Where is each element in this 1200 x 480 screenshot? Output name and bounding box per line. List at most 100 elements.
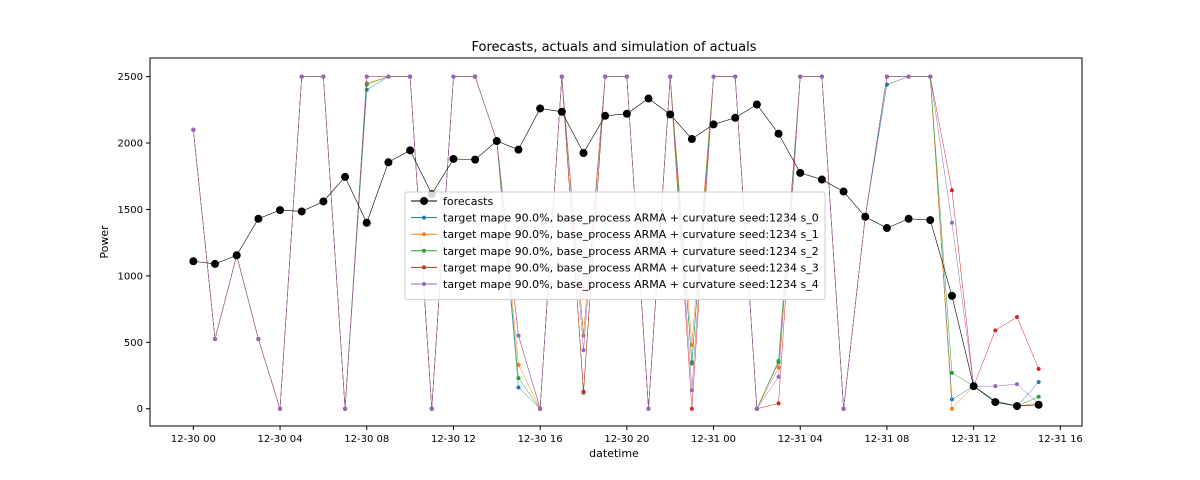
x-tick-label: 12-31 16	[1038, 434, 1083, 445]
legend-label: target mape 90.0%, base_process ARMA + c…	[443, 212, 819, 225]
x-axis-label: datetime	[589, 447, 639, 460]
simulation-point	[516, 376, 521, 381]
forecast-point	[362, 218, 371, 227]
forecast-point	[774, 129, 783, 138]
simulation-point	[776, 401, 781, 406]
forecast-point	[882, 224, 891, 233]
simulation-point	[603, 74, 608, 79]
forecast-point	[232, 251, 241, 260]
forecast-point	[471, 155, 480, 164]
forecast-point	[211, 259, 220, 268]
simulation-point	[689, 342, 694, 347]
simulation-point	[928, 74, 933, 79]
simulation-point	[776, 374, 781, 379]
simulation-point	[689, 406, 694, 411]
series-line	[193, 76, 1039, 410]
simulation-point	[841, 406, 846, 411]
simulation-point	[949, 370, 954, 375]
simulation-point	[733, 74, 738, 79]
simulation-point	[624, 74, 629, 79]
legend-box	[404, 191, 826, 301]
legend-swatch-marker	[422, 232, 426, 237]
plot-frame	[149, 57, 1083, 427]
forecast-point	[839, 187, 848, 196]
simulation-point	[689, 388, 694, 393]
legend-item: forecasts	[411, 195, 493, 208]
x-tick-label: 12-30 16	[518, 434, 563, 445]
simulation-point	[1014, 382, 1019, 387]
chart-title: Forecasts, actuals and simulation of act…	[472, 40, 757, 55]
simulation-point	[386, 74, 391, 79]
forecast-point	[449, 154, 458, 163]
simulation-point	[213, 336, 218, 341]
simulation-point	[559, 74, 564, 79]
legend-item: target mape 90.0%, base_process ARMA + c…	[411, 245, 819, 258]
y-tick-label: 1000	[118, 271, 143, 282]
forecast-point	[731, 113, 740, 122]
simulation-point	[949, 406, 954, 411]
forecast-point	[514, 145, 523, 154]
forecast-point	[1034, 400, 1043, 409]
simulation-point	[516, 333, 521, 338]
simulation-point	[949, 188, 954, 193]
forecast-point	[406, 146, 415, 155]
simulation-point	[538, 406, 543, 411]
simulation-point	[711, 74, 716, 79]
simulation-point	[516, 385, 521, 390]
forecast-point	[189, 257, 198, 266]
legend-label: target mape 90.0%, base_process ARMA + c…	[443, 261, 819, 274]
simulation-point	[256, 336, 261, 341]
forecast-point	[536, 104, 545, 113]
simulation-point	[949, 397, 954, 402]
forecast-point	[904, 214, 913, 223]
y-tick-label: 500	[124, 338, 143, 349]
legend-label: target mape 90.0%, base_process ARMA + c…	[443, 278, 819, 291]
x-tick-label: 12-30 08	[344, 434, 389, 445]
forecast-point	[557, 107, 566, 116]
legend-label: forecasts	[443, 195, 493, 208]
forecast-point	[796, 168, 805, 177]
simulation-point	[798, 74, 803, 79]
y-tick-label: 0	[137, 404, 143, 415]
forecast-point	[492, 137, 501, 146]
y-tick-label: 1500	[118, 205, 143, 216]
simulation-point	[993, 328, 998, 333]
simulation-point	[364, 74, 369, 79]
y-tick-label: 2000	[118, 139, 143, 150]
simulation-point	[1036, 380, 1041, 385]
forecast-point	[752, 100, 761, 109]
forecast-point	[991, 398, 1000, 407]
x-tick-label: 12-30 12	[431, 434, 476, 445]
simulation-point	[581, 389, 586, 394]
forecast-point	[687, 135, 696, 144]
y-axis-label: Power	[98, 225, 111, 259]
x-tick-label: 12-31 04	[778, 434, 823, 445]
x-tick-label: 12-31 00	[691, 434, 736, 445]
simulation-point	[776, 365, 781, 370]
x-tick-label: 12-30 20	[604, 434, 649, 445]
legend: forecasts target mape 90.0%, base_process…	[404, 191, 826, 301]
simulation-point	[993, 384, 998, 389]
legend-swatch-marker	[422, 248, 426, 253]
legend-item: target mape 90.0%, base_process ARMA + c…	[411, 278, 819, 291]
forecast-point	[384, 158, 393, 167]
legend-label: target mape 90.0%, base_process ARMA + c…	[443, 228, 819, 241]
simulation-point	[581, 348, 586, 353]
forecast-point	[1012, 402, 1021, 411]
simulation-point	[364, 82, 369, 87]
forecast-point	[341, 172, 350, 181]
simulation-point	[646, 406, 651, 411]
x-tick-label: 12-30 00	[171, 434, 216, 445]
simulation-point	[473, 74, 478, 79]
forecast-point	[644, 94, 653, 103]
x-tick-label: 12-31 12	[951, 434, 996, 445]
legend-swatch-marker	[422, 282, 426, 286]
simulation-point	[408, 74, 413, 79]
simulation-point	[321, 74, 326, 79]
legend-swatch-marker	[422, 265, 426, 270]
forecast-point	[709, 120, 718, 129]
simulation-point	[1036, 366, 1041, 371]
forecast-point	[601, 111, 610, 120]
forecast-point	[276, 206, 285, 215]
